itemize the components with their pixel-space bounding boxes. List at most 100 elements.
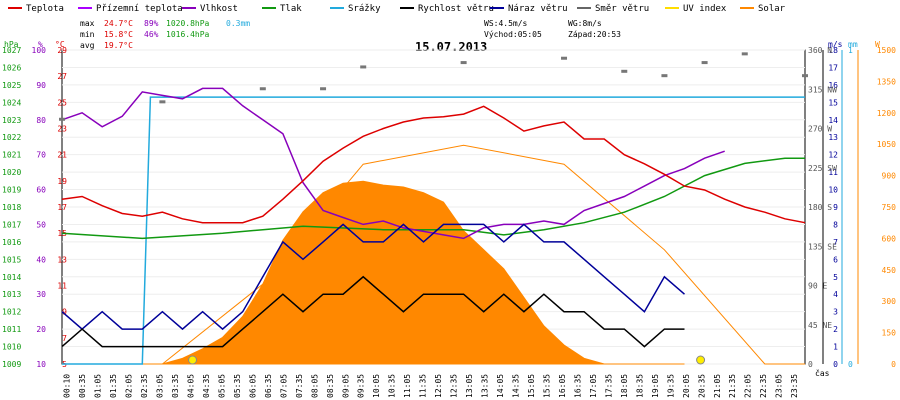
x-tick-label: 09:05 bbox=[341, 374, 350, 398]
series-pressure bbox=[61, 157, 805, 240]
x-tick-label: 12:05 bbox=[434, 374, 443, 398]
axis-solar-tick: 600 bbox=[882, 234, 897, 243]
direction-mark bbox=[661, 74, 668, 78]
legend-label: Přízemní teplota bbox=[96, 4, 183, 14]
axis-humidity-tick: 20 bbox=[36, 325, 46, 334]
axis-pressure-tick: 1025 bbox=[2, 81, 21, 90]
axis-humidity-tick: 10 bbox=[36, 360, 46, 369]
axis-direction-tick: 360 N bbox=[808, 46, 832, 55]
stat-min-press: 1016.4hPa bbox=[166, 30, 210, 39]
x-tick-label: 14:05 bbox=[496, 374, 505, 398]
axis-pressure-tick: 1017 bbox=[2, 220, 21, 229]
legend-label: Solar bbox=[758, 4, 786, 14]
axis-solar-tick: 1200 bbox=[877, 109, 896, 118]
x-tick-label: 00:10 bbox=[63, 374, 72, 398]
legend: Teplota Přízemní teplota Vlhkost Tlak Srážky… bbox=[8, 4, 786, 14]
x-tick-label: 20:05 bbox=[682, 374, 691, 398]
x-tick-label: 17:05 bbox=[589, 374, 598, 398]
x-tick-label: 06:35 bbox=[264, 374, 273, 398]
axis-ws-tick: 12 bbox=[828, 151, 838, 160]
axis-ws-tick: 8 bbox=[833, 220, 838, 229]
legend-label: Srážky bbox=[348, 4, 381, 14]
axis-pressure-tick: 1016 bbox=[2, 238, 21, 247]
direction-mark bbox=[621, 69, 628, 73]
legend-label: Rychlost větru bbox=[418, 4, 494, 14]
direction-mark bbox=[59, 117, 65, 121]
unit-hpa: hPa bbox=[4, 40, 19, 49]
axis-temp-tick: 25 bbox=[57, 98, 67, 107]
x-tick-label: 18:35 bbox=[635, 374, 644, 398]
axis-rain-tick: 1 bbox=[848, 46, 853, 55]
x-tick-label: 12:35 bbox=[450, 374, 459, 398]
axis-humidity-tick: 70 bbox=[36, 151, 46, 160]
wind-ws: WS:4.5m/s bbox=[484, 19, 528, 28]
axis-temp-tick: 23 bbox=[57, 125, 67, 134]
x-tick-label: 07:35 bbox=[295, 374, 304, 398]
x-tick-label: 09:35 bbox=[357, 374, 366, 398]
axis-pressure-tick: 1013 bbox=[2, 290, 21, 299]
axis-direction-tick: 270 W bbox=[808, 125, 832, 134]
stat-min-hum: 46% bbox=[144, 30, 159, 39]
x-tick-label: 05:05 bbox=[217, 374, 226, 398]
axis-pressure-tick: 1012 bbox=[2, 308, 21, 317]
axis-ws-tick: 17 bbox=[828, 63, 838, 72]
x-tick-label: 04:35 bbox=[202, 374, 211, 398]
direction-mark bbox=[802, 74, 808, 78]
x-axis-label: čas bbox=[815, 368, 830, 378]
x-tick-label: 21:35 bbox=[728, 374, 737, 398]
axis-humidity-tick: 80 bbox=[36, 116, 46, 125]
axis-solar-tick: 1050 bbox=[877, 140, 896, 149]
axis-ws-tick: 18 bbox=[828, 46, 838, 55]
plot-area bbox=[59, 52, 808, 365]
x-tick-label: 18:05 bbox=[620, 374, 629, 398]
x-tick-label: 06:05 bbox=[248, 374, 257, 398]
x-tick-label: 21:05 bbox=[713, 374, 722, 398]
x-tick-label: 03:05 bbox=[156, 374, 165, 398]
axis-pressure-tick: 1009 bbox=[2, 360, 21, 369]
axis-humidity-tick: 30 bbox=[36, 290, 46, 299]
x-tick-label: 15:35 bbox=[542, 374, 551, 398]
x-tick-label: 01:05 bbox=[94, 374, 103, 398]
direction-mark bbox=[701, 61, 708, 65]
direction-mark bbox=[460, 61, 467, 65]
axis-temp-tick: 17 bbox=[57, 203, 67, 212]
legend-label: Vlhkost bbox=[200, 4, 238, 14]
axis-solar-tick: 150 bbox=[882, 329, 897, 338]
axis-humidity-tick: 50 bbox=[36, 220, 46, 229]
stat-max-hum: 89% bbox=[144, 19, 159, 28]
x-tick-label: 16:35 bbox=[573, 374, 582, 398]
unit-mm: mm bbox=[848, 40, 858, 49]
x-tick-label: 08:05 bbox=[310, 374, 319, 398]
x-tick-label: 08:35 bbox=[326, 374, 335, 398]
unit-degc: °C bbox=[55, 40, 65, 49]
stat-avg-label: avg bbox=[80, 41, 95, 50]
axis-humidity-tick: 60 bbox=[36, 186, 46, 195]
x-tick-label: 22:05 bbox=[744, 374, 753, 398]
direction-mark bbox=[360, 65, 367, 69]
x-ticks: 00:10 00:35 01:05 01:35 02:05 02:35 03:05 03:35… bbox=[63, 368, 830, 398]
axis-pressure-tick: 1027 bbox=[2, 46, 21, 55]
axis-solar-tick: 450 bbox=[882, 266, 897, 275]
axis-pressure-tick: 1021 bbox=[2, 151, 21, 160]
axis-solar-tick: 300 bbox=[882, 297, 897, 306]
axis-ws-tick: 0 bbox=[833, 360, 838, 369]
x-tick-label: 22:35 bbox=[759, 374, 768, 398]
axis-humidity-tick: 100 bbox=[32, 46, 47, 55]
axis-rain-tick: 0 bbox=[848, 360, 853, 369]
axis-solar-tick: 900 bbox=[882, 172, 897, 181]
axis-direction-tick: 180 S bbox=[808, 203, 832, 212]
series-solar-clear bbox=[62, 144, 805, 365]
axis-ws-tick: 1 bbox=[833, 343, 838, 352]
direction-mark bbox=[741, 52, 748, 56]
axis-ws-tick: 11 bbox=[828, 168, 838, 177]
axis-ws-tick: 5 bbox=[833, 273, 838, 282]
axis-pressure-tick: 1024 bbox=[2, 98, 21, 107]
legend-label: Směr větru bbox=[595, 4, 649, 14]
axis-pressure-tick: 1014 bbox=[2, 273, 21, 282]
x-tick-label: 00:35 bbox=[78, 374, 87, 398]
series-wind-speed bbox=[61, 275, 685, 348]
x-tick-label: 05:35 bbox=[233, 374, 242, 398]
axis-ws-tick: 6 bbox=[833, 255, 838, 264]
stat-max-label: max bbox=[80, 19, 95, 28]
